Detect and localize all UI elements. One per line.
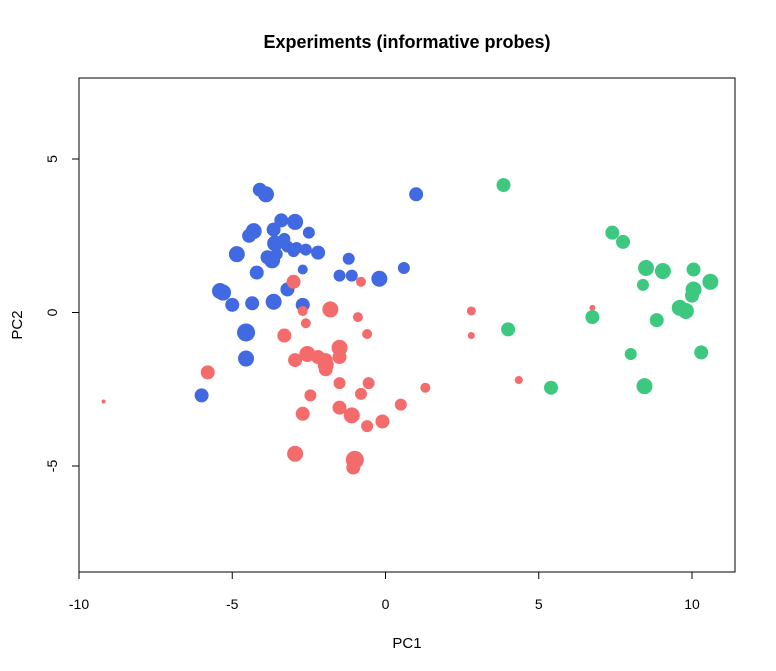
data-point [585, 310, 600, 325]
data-point [355, 276, 366, 287]
y-tick-label: 5 [44, 155, 60, 163]
data-point [237, 323, 256, 342]
data-point [265, 293, 282, 310]
data-point [420, 382, 431, 393]
data-point [249, 265, 264, 280]
data-point [274, 213, 289, 228]
data-point [302, 226, 315, 239]
data-point [287, 445, 304, 462]
data-point [332, 400, 347, 415]
data-point [242, 228, 257, 243]
data-point [514, 376, 523, 385]
data-point [638, 259, 655, 276]
data-point [333, 377, 346, 390]
data-point [345, 269, 358, 282]
data-point [361, 420, 374, 433]
data-point [266, 222, 281, 237]
data-point [544, 380, 559, 395]
data-point [215, 284, 232, 301]
data-point [101, 399, 106, 404]
plot-frame [78, 77, 736, 573]
y-axis-label: PC2 [9, 310, 26, 339]
data-point [286, 274, 301, 289]
data-point [496, 178, 511, 193]
data-point [685, 288, 699, 303]
data-point [342, 252, 355, 265]
data-point [636, 278, 649, 291]
x-axis-label: PC1 [392, 635, 421, 652]
data-point [299, 243, 312, 256]
data-point [228, 246, 245, 263]
x-tick-label: -10 [69, 596, 89, 612]
data-point [300, 318, 311, 329]
data-point [311, 245, 326, 260]
y-tick-label: -5 [44, 460, 60, 473]
y-tick-label: 0 [44, 308, 60, 316]
data-point [200, 365, 215, 380]
chart-title: Experiments (informative probes) [263, 32, 550, 52]
data-point [694, 345, 709, 360]
data-point [467, 332, 475, 340]
data-point [245, 296, 260, 311]
data-point [287, 245, 300, 258]
data-point [225, 297, 240, 312]
data-point [649, 313, 664, 328]
data-point [318, 362, 333, 377]
data-point [375, 414, 390, 429]
data-point [394, 398, 407, 411]
data-point [238, 350, 255, 367]
data-point [397, 261, 410, 274]
data-points [101, 178, 719, 475]
data-point [654, 263, 671, 280]
data-point [702, 273, 719, 290]
data-point [304, 389, 317, 402]
data-point [343, 407, 360, 424]
data-point [257, 186, 274, 203]
x-tick-label: 10 [684, 596, 700, 612]
x-tick-label: 0 [382, 596, 390, 612]
data-point [288, 353, 303, 368]
data-point [624, 347, 637, 360]
data-point [409, 187, 424, 202]
data-point [352, 312, 363, 323]
data-point [287, 213, 304, 230]
data-point [194, 388, 209, 403]
y-axis-ticks: -5 0 5 [44, 155, 79, 472]
data-point [346, 460, 361, 475]
data-point [333, 269, 346, 282]
data-point [686, 262, 701, 277]
data-point [354, 387, 367, 400]
data-point [332, 350, 347, 365]
data-point [297, 305, 308, 316]
data-point [589, 304, 596, 311]
data-point [371, 270, 388, 287]
data-point [267, 235, 284, 252]
data-point [605, 225, 620, 240]
data-point [466, 306, 476, 316]
x-axis-ticks: -10 -5 0 5 10 [69, 572, 700, 612]
data-point [277, 328, 292, 343]
data-point [501, 322, 516, 337]
data-point [677, 302, 694, 319]
data-point [322, 301, 339, 318]
data-point [297, 264, 308, 275]
data-point [636, 378, 653, 395]
x-tick-label: -5 [226, 596, 239, 612]
data-point [295, 406, 310, 421]
data-point [362, 328, 373, 339]
data-point [616, 234, 631, 249]
data-point [362, 377, 375, 390]
x-tick-label: 5 [535, 596, 543, 612]
data-point [264, 252, 281, 269]
